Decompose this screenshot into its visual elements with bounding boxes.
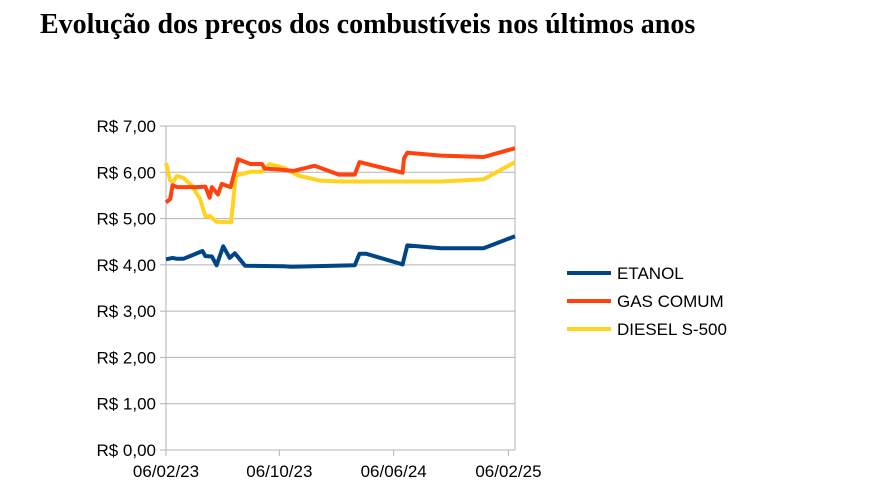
legend-label-diesel-s-500: DIESEL S-500 (617, 320, 727, 339)
axes (160, 125, 516, 456)
y-tick-label: R$ 3,00 (96, 302, 156, 321)
y-tick-label: R$ 6,00 (96, 163, 156, 182)
legend-label-gas-comum: GAS COMUM (617, 292, 724, 311)
series-lines (164, 146, 516, 269)
y-tick-label: R$ 1,00 (96, 395, 156, 414)
x-tick-label: 06/10/23 (246, 462, 312, 481)
chart-title: Evolução dos preços dos combustíveis nos… (40, 9, 696, 40)
y-tick-label: R$ 4,00 (96, 256, 156, 275)
x-tick-label: 06/02/25 (475, 462, 541, 481)
x-tick-label: 06/06/24 (361, 462, 427, 481)
legend: ETANOL GAS COMUM DIESEL S-500 (567, 264, 727, 339)
x-tick-label: 06/02/23 (133, 462, 199, 481)
y-tick-label: R$ 7,00 (96, 117, 156, 136)
y-tick-label: R$ 5,00 (96, 210, 156, 229)
y-axis-tick-labels: R$ 0,00 R$ 1,00 R$ 2,00 R$ 3,00 R$ 4,00 R$ 5,… (96, 117, 156, 460)
series-line-gas-comum (164, 146, 516, 204)
y-tick-label: R$ 2,00 (96, 348, 156, 367)
series-line-etanol (165, 234, 516, 269)
legend-label-etanol: ETANOL (617, 264, 684, 283)
series-line-diesel-s-500 (164, 160, 516, 225)
y-tick-label: R$ 0,00 (96, 441, 156, 460)
x-axis-tick-labels: 06/02/23 06/10/23 06/06/24 06/02/25 (133, 462, 542, 481)
